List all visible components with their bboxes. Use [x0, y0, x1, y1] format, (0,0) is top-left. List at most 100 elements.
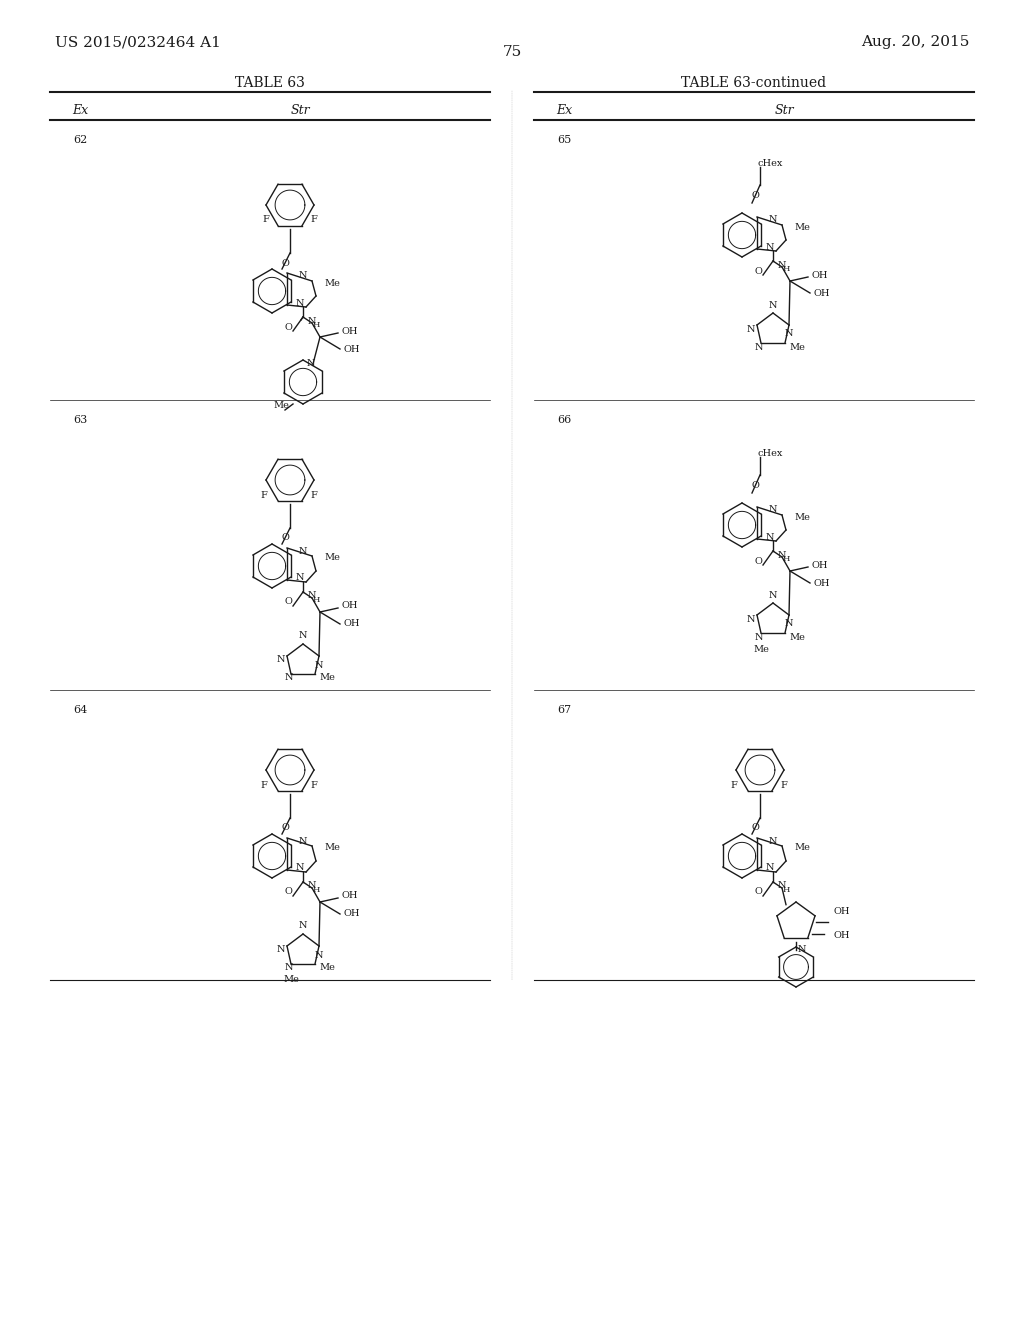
Text: Me: Me — [794, 843, 810, 853]
Text: 66: 66 — [557, 414, 571, 425]
Text: Str: Str — [774, 103, 794, 116]
Text: OH: OH — [344, 345, 360, 354]
Text: H: H — [782, 886, 790, 894]
Text: F: F — [260, 780, 267, 789]
Text: Ex: Ex — [556, 103, 572, 116]
Text: O: O — [281, 824, 289, 833]
Text: O: O — [284, 887, 292, 896]
Text: N: N — [299, 631, 307, 640]
Text: Str: Str — [290, 103, 310, 116]
Text: N: N — [299, 921, 307, 931]
Text: N: N — [778, 260, 786, 269]
Text: H: H — [782, 554, 790, 564]
Text: OH: OH — [834, 908, 851, 916]
Text: N: N — [296, 573, 304, 582]
Text: F: F — [780, 780, 787, 789]
Text: O: O — [751, 824, 759, 833]
Text: N: N — [755, 342, 763, 351]
Text: N: N — [307, 359, 315, 368]
Text: 65: 65 — [557, 135, 571, 145]
Text: OH: OH — [342, 326, 358, 335]
Text: N: N — [276, 656, 286, 664]
Text: Me: Me — [753, 644, 769, 653]
Text: OH: OH — [814, 289, 830, 297]
Text: N: N — [784, 330, 794, 338]
Text: N: N — [746, 615, 756, 623]
Text: cHex: cHex — [758, 158, 782, 168]
Text: O: O — [281, 533, 289, 543]
Text: O: O — [751, 480, 759, 490]
Text: N: N — [766, 532, 774, 541]
Text: N: N — [769, 301, 777, 309]
Text: F: F — [310, 491, 317, 499]
Text: Me: Me — [273, 401, 289, 411]
Text: N: N — [778, 550, 786, 560]
Text: Me: Me — [324, 843, 340, 853]
Text: US 2015/0232464 A1: US 2015/0232464 A1 — [55, 36, 221, 49]
Text: Me: Me — [319, 964, 335, 973]
Text: TABLE 63-continued: TABLE 63-continued — [681, 77, 826, 90]
Text: O: O — [284, 322, 292, 331]
Text: Me: Me — [324, 279, 340, 288]
Text: O: O — [754, 267, 762, 276]
Text: F: F — [260, 491, 267, 499]
Text: OH: OH — [342, 891, 358, 900]
Text: 67: 67 — [557, 705, 571, 715]
Text: F: F — [730, 780, 737, 789]
Text: 62: 62 — [73, 135, 87, 145]
Text: N: N — [798, 945, 806, 954]
Text: O: O — [754, 887, 762, 896]
Text: H: H — [312, 597, 319, 605]
Text: Me: Me — [794, 223, 810, 231]
Text: Me: Me — [283, 975, 299, 985]
Text: OH: OH — [344, 909, 360, 919]
Text: cHex: cHex — [758, 449, 782, 458]
Text: Me: Me — [324, 553, 340, 562]
Text: 64: 64 — [73, 705, 87, 715]
Text: N: N — [769, 506, 777, 515]
Text: Me: Me — [794, 512, 810, 521]
Text: N: N — [746, 325, 756, 334]
Text: N: N — [314, 950, 324, 960]
Text: H: H — [312, 321, 319, 329]
Text: OH: OH — [344, 619, 360, 628]
Text: O: O — [751, 190, 759, 199]
Text: N: N — [308, 882, 316, 891]
Text: TABLE 63: TABLE 63 — [236, 77, 305, 90]
Text: F: F — [262, 215, 269, 224]
Text: O: O — [754, 557, 762, 565]
Text: N: N — [778, 882, 786, 891]
Text: N: N — [769, 837, 777, 846]
Text: N: N — [285, 673, 293, 682]
Text: N: N — [296, 298, 304, 308]
Text: OH: OH — [812, 271, 828, 280]
Text: N: N — [769, 215, 777, 224]
Text: H: H — [782, 265, 790, 273]
Text: N: N — [314, 660, 324, 669]
Text: OH: OH — [834, 932, 851, 940]
Text: N: N — [299, 837, 307, 846]
Text: F: F — [310, 215, 317, 224]
Text: 63: 63 — [73, 414, 87, 425]
Text: O: O — [281, 259, 289, 268]
Text: Me: Me — [790, 632, 805, 642]
Text: N: N — [755, 632, 763, 642]
Text: Aug. 20, 2015: Aug. 20, 2015 — [860, 36, 969, 49]
Text: N: N — [784, 619, 794, 628]
Text: N: N — [308, 591, 316, 601]
Text: F: F — [310, 780, 317, 789]
Text: OH: OH — [814, 578, 830, 587]
Text: OH: OH — [342, 602, 358, 610]
Text: O: O — [284, 598, 292, 606]
Text: Ex: Ex — [72, 103, 88, 116]
Text: Me: Me — [319, 673, 335, 682]
Text: N: N — [299, 272, 307, 281]
Text: N: N — [766, 243, 774, 252]
Text: N: N — [299, 546, 307, 556]
Text: N: N — [276, 945, 286, 954]
Text: N: N — [296, 863, 304, 873]
Text: 75: 75 — [503, 45, 521, 59]
Text: N: N — [285, 964, 293, 973]
Text: N: N — [769, 590, 777, 599]
Text: Me: Me — [790, 342, 805, 351]
